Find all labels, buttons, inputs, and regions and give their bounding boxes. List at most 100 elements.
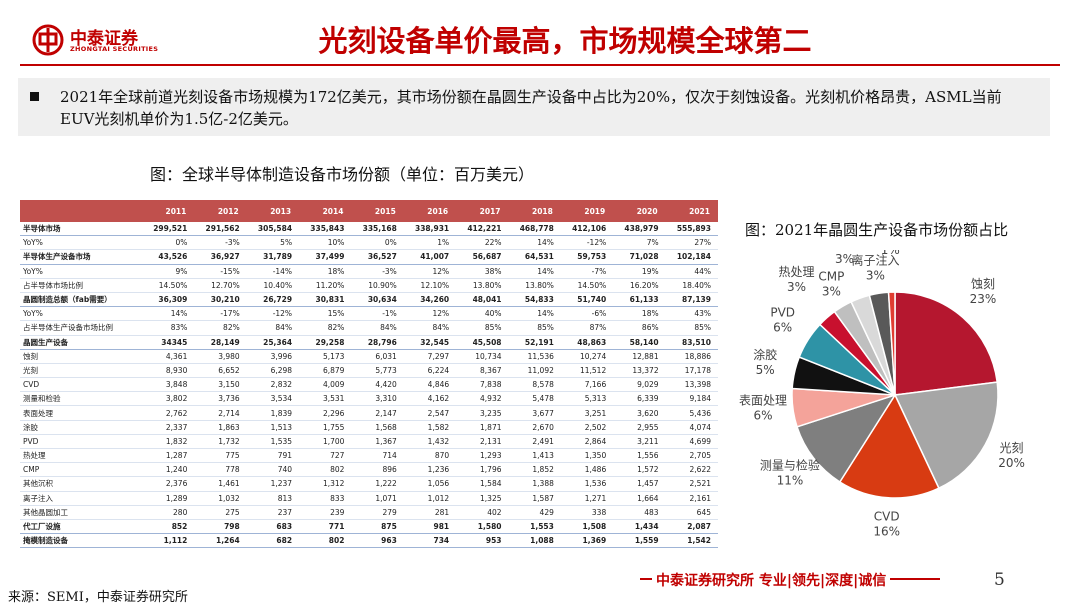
cell: 14% — [508, 235, 561, 251]
cell: 727 — [299, 448, 352, 464]
cell: 28,796 — [351, 335, 404, 350]
cell: 1,432 — [403, 434, 457, 450]
row-label: YoY% — [20, 235, 142, 251]
cell: 3,251 — [560, 405, 614, 421]
source-note: 来源：SEMI，中泰证券研究所 — [8, 590, 188, 605]
cell: 813 — [246, 491, 300, 506]
table-row: YoY% 14% -17% -12% 15% -1% 12% 40% 14% -6% 18% 43% — [20, 306, 718, 322]
cell: 16.20% — [613, 278, 666, 293]
cell: 40% — [456, 306, 509, 322]
cell: 51,740 — [560, 292, 614, 308]
cell: 52,191 — [508, 335, 561, 350]
cell: 25,364 — [246, 335, 300, 350]
slice-value: 3% — [787, 280, 806, 294]
cell: 1,796 — [456, 462, 509, 478]
cell: 2,714 — [194, 405, 247, 421]
cell: 852 — [142, 519, 195, 535]
cell: 338,931 — [403, 222, 457, 237]
cell: 30,831 — [299, 292, 352, 308]
table-row: 热处理 1,287 775 791 727 714 870 1,293 1,413 1,350 1,… — [20, 448, 718, 464]
header-cell: 2012 — [194, 200, 247, 222]
cell: 1% — [403, 235, 457, 251]
cell: 2,955 — [613, 420, 666, 435]
cell: 1,350 — [560, 448, 614, 464]
page-number: 5 — [994, 570, 1005, 590]
cell: 13,398 — [665, 377, 718, 393]
cell: 2,502 — [560, 420, 614, 435]
bullet-mark — [30, 92, 39, 101]
slice-value: 3% — [835, 252, 854, 266]
header-cell: 2013 — [246, 200, 300, 222]
cell: 1,556 — [613, 448, 666, 464]
table-row: 半导体生产设备市场 43,526 36,927 31,789 37,499 36,527 4… — [20, 249, 718, 265]
slice-value: 3% — [866, 269, 885, 283]
cell: 32,545 — [403, 335, 457, 350]
pie-slice — [893, 381, 999, 490]
table-row: PVD 1,832 1,732 1,535 1,700 1,367 1,432 2,131 2,… — [20, 434, 718, 450]
cell: 10% — [299, 235, 352, 251]
cell: 9,184 — [665, 391, 718, 407]
cell: 45,508 — [456, 335, 509, 350]
cell: 83,510 — [665, 335, 718, 350]
cell: 34345 — [142, 335, 195, 350]
cell: 87% — [560, 320, 614, 336]
row-label: 表面处理 — [20, 405, 142, 421]
cell: 12.70% — [194, 278, 247, 293]
cell: 1,222 — [351, 476, 404, 492]
cell: 9,029 — [613, 377, 666, 393]
header-cell: 2017 — [456, 200, 509, 222]
cell: 299,521 — [142, 222, 195, 237]
cell: 1,852 — [508, 462, 561, 478]
cell: 1,542 — [665, 533, 718, 549]
cell: 84% — [403, 320, 457, 336]
cell: 5,313 — [560, 391, 614, 407]
slice-value: 23% — [970, 292, 997, 306]
cell: 85% — [508, 320, 561, 336]
cell: 5,173 — [299, 349, 352, 364]
table-row: 掩模制造设备 1,112 1,264 682 802 963 734 953 1,088 1,36… — [20, 533, 718, 549]
cell: 239 — [299, 505, 352, 520]
cell: 1,032 — [194, 491, 247, 506]
row-label: CVD — [20, 377, 142, 393]
cell: 1,486 — [560, 462, 614, 478]
cell: 86% — [613, 320, 666, 336]
cell: -12% — [246, 306, 300, 322]
table-row: 离子注入 1,289 1,032 813 833 1,071 1,012 1,325 1,587… — [20, 491, 718, 506]
cell: 18.40% — [665, 278, 718, 293]
slide-title: 光刻设备单价最高，市场规模全球第二 — [318, 24, 812, 58]
cell: 778 — [194, 462, 247, 478]
pie-chart: 蚀刻23%光刻20%CVD16%测量与检验11%表面处理6%涂胶5%PVD6%热… — [739, 250, 1025, 539]
cell: 291,562 — [194, 222, 247, 237]
cell: 7,166 — [560, 377, 614, 393]
cell: 3,620 — [613, 405, 666, 421]
cell: 1,112 — [142, 533, 195, 549]
cell: 2,376 — [142, 476, 195, 492]
cell: -1% — [351, 306, 404, 322]
row-label: 蚀刻 — [20, 349, 142, 364]
cell: 12% — [403, 264, 457, 279]
cell: 83% — [142, 320, 195, 336]
cell: 740 — [246, 462, 300, 478]
cell: 1,587 — [508, 491, 561, 506]
footer-slogan: 中泰证券研究所 专业|领先|深度|诚信 — [652, 570, 891, 590]
cell: -17% — [194, 306, 247, 322]
slice-value: 16% — [873, 525, 900, 539]
slice-label: CMP — [818, 269, 844, 283]
cell: 48,863 — [560, 335, 614, 350]
cell: 8,930 — [142, 363, 195, 379]
cell: 2,705 — [665, 448, 718, 464]
cell: 1,264 — [194, 533, 247, 549]
cell: 896 — [351, 462, 404, 478]
cell: 1,755 — [299, 420, 352, 435]
cell: 9% — [142, 264, 195, 279]
cell: 802 — [299, 462, 352, 478]
cell: 36,927 — [194, 249, 247, 265]
cell: 237 — [246, 505, 300, 520]
logo-text: 中泰证券 — [70, 29, 138, 49]
row-label: YoY% — [20, 264, 142, 279]
row-label: 占半导体生产设备市场比例 — [20, 320, 142, 336]
cell: 4,420 — [351, 377, 404, 393]
slice-label: CVD — [874, 510, 900, 524]
cell: 1,012 — [403, 491, 457, 506]
row-label: PVD — [20, 434, 142, 450]
